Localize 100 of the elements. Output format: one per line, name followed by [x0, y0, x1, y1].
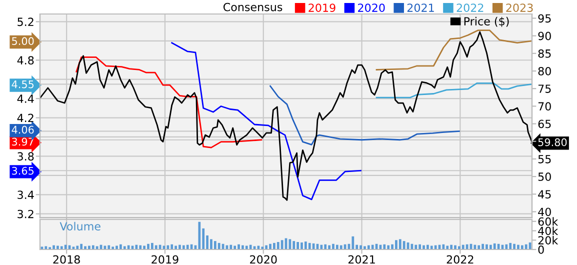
y2-tick-label: 65	[538, 120, 551, 128]
bar	[474, 244, 476, 250]
y2-tick-label: 50	[538, 172, 551, 181]
bar	[426, 244, 429, 250]
legend-label: 2019	[308, 4, 336, 12]
y2-tick-label: 59.80	[538, 138, 567, 146]
x-tick-label: 2022	[446, 255, 474, 264]
bar	[513, 244, 516, 250]
bar	[332, 244, 334, 250]
y-tick-label: 20k	[538, 236, 558, 245]
y-tick-label: 5.2	[18, 18, 34, 26]
bar	[292, 241, 296, 250]
y-tick-label: 40k	[538, 226, 558, 236]
legend-label: Price ($)	[464, 16, 509, 27]
legend-label: 2022	[456, 4, 484, 12]
line-series	[76, 56, 262, 148]
bar	[186, 244, 189, 250]
bar	[269, 244, 272, 250]
bar	[150, 242, 154, 250]
bar	[493, 243, 496, 250]
bar	[352, 236, 354, 250]
bar	[261, 246, 264, 250]
bar	[371, 244, 374, 250]
y2-tick-label: 55	[538, 155, 551, 164]
bar	[112, 246, 114, 250]
y-tick-label: 4.8	[17, 56, 34, 64]
bar	[402, 241, 406, 250]
bar	[364, 246, 366, 250]
bar	[505, 244, 508, 250]
x-tick-label: 2021	[348, 255, 375, 264]
y2-tick-label: 40	[538, 208, 551, 216]
y-tick-label: 60k	[538, 217, 558, 226]
bar	[276, 242, 280, 250]
y-tick-label: 3.2	[18, 210, 34, 218]
y-tick-label: 4.2	[17, 114, 34, 122]
bar	[336, 244, 338, 250]
bar	[147, 244, 150, 250]
legend-title: Consensus	[223, 2, 282, 12]
y2-tick-label: 45	[538, 190, 551, 199]
bar	[304, 242, 307, 250]
line-series	[376, 30, 532, 70]
bar	[60, 246, 63, 250]
bar	[482, 244, 484, 250]
bar	[178, 244, 181, 250]
bar	[324, 244, 327, 250]
bar	[458, 246, 460, 250]
bar	[214, 241, 216, 250]
y2-tick-label: 75	[538, 84, 551, 93]
legend-label: 2021	[407, 4, 434, 12]
line-series	[376, 82, 532, 98]
bar	[383, 244, 386, 250]
bar	[273, 242, 276, 250]
bar	[210, 239, 212, 250]
y2-tick-label: 95	[538, 14, 551, 23]
bar	[80, 244, 83, 250]
bar	[308, 242, 311, 250]
line-series	[270, 85, 460, 146]
bar	[238, 244, 240, 250]
bar	[249, 244, 252, 250]
bar	[517, 244, 520, 250]
bar	[230, 244, 232, 250]
bar	[120, 244, 122, 250]
bar	[296, 242, 299, 250]
y2-tick-label: 70	[538, 102, 551, 111]
bar	[84, 246, 86, 250]
y-tick-label: 3.65	[12, 166, 34, 175]
annotation: Volume	[60, 222, 100, 230]
x-tick-label: 2019	[152, 255, 178, 264]
y-tick-label: 5.00	[12, 37, 34, 46]
y2-tick-label: 90	[538, 32, 551, 40]
bar	[300, 242, 303, 250]
bar	[398, 239, 402, 250]
bar	[96, 246, 98, 250]
bar	[450, 244, 452, 250]
y2-tick-label: 80	[538, 66, 551, 76]
bar	[218, 242, 220, 250]
x-tick-label: 2018	[53, 255, 80, 264]
y-tick-label: 3.4	[18, 190, 34, 200]
bar	[509, 242, 512, 250]
line-series	[171, 42, 362, 200]
y-tick-label: 4.06	[12, 126, 34, 134]
bar	[198, 222, 201, 250]
y-tick-label: 4.55	[12, 80, 34, 88]
bar	[391, 244, 394, 250]
y2-tick-label: 85	[538, 49, 551, 58]
legend-label: 2023	[506, 4, 533, 12]
bar	[414, 244, 418, 250]
y-tick-label: 4.4	[17, 94, 34, 103]
bar	[123, 246, 126, 250]
bar	[320, 244, 323, 250]
bar	[64, 244, 67, 250]
y-tick-label: 0	[538, 245, 544, 254]
y-tick-label: 3.97	[12, 138, 34, 146]
bar	[462, 244, 464, 250]
bar	[489, 244, 492, 250]
bar	[486, 244, 488, 250]
bar	[418, 244, 422, 250]
bar	[170, 244, 174, 250]
bar	[44, 246, 48, 250]
bar	[395, 240, 398, 250]
